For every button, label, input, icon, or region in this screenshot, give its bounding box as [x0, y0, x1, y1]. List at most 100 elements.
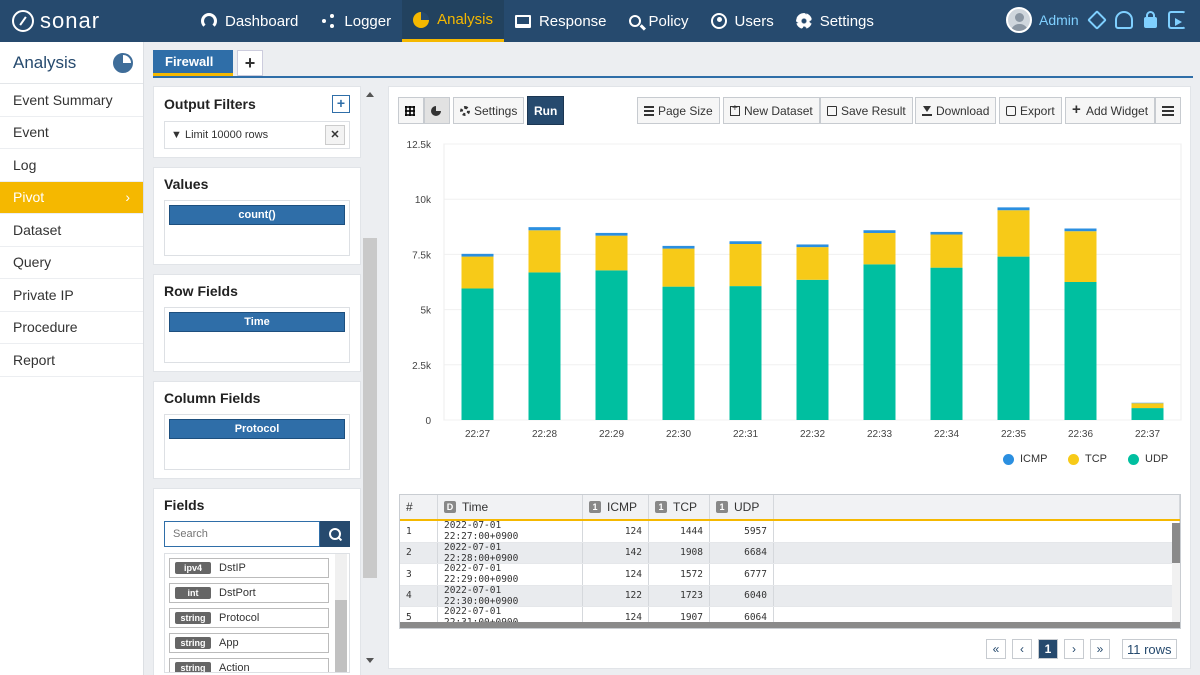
tab-firewall[interactable]: Firewall	[153, 50, 233, 76]
sidebar-item-event-summary[interactable]: Event Summary	[0, 84, 143, 117]
table-vertical-scrollbar[interactable]	[1172, 523, 1180, 623]
search-button[interactable]	[320, 521, 350, 547]
add-filter-button[interactable]: +	[332, 95, 350, 113]
sonar-logo[interactable]: sonar	[12, 8, 100, 34]
column-header-icmp[interactable]: 1 ICMP	[583, 495, 649, 519]
logout-icon[interactable]	[1167, 11, 1186, 29]
bar-tcp-2237[interactable]	[1131, 403, 1164, 409]
next-page-button[interactable]: ›	[1064, 639, 1084, 659]
bar-icmp-2232[interactable]	[796, 244, 829, 248]
bar-icmp-2227[interactable]	[461, 253, 494, 257]
bar-udp-2237[interactable]	[1131, 408, 1164, 420]
column-fields-dropzone[interactable]: Protocol	[164, 414, 350, 470]
bar-udp-2235[interactable]	[997, 256, 1030, 420]
settings-button[interactable]: Settings	[453, 97, 525, 124]
sidebar-item-query[interactable]: Query	[0, 247, 143, 279]
table-row[interactable]: 4 2022-07-01 22:30:00+0900 122 1723 6040	[400, 585, 1180, 607]
legend-item-icmp[interactable]: ICMP	[1003, 453, 1048, 465]
export-button[interactable]: Export	[999, 97, 1062, 124]
bar-tcp-2235[interactable]	[997, 210, 1030, 257]
scroll-up-icon[interactable]	[366, 92, 374, 97]
bar-icmp-2230[interactable]	[662, 245, 695, 249]
prev-page-button[interactable]: ‹	[1012, 639, 1032, 659]
values-dropzone[interactable]: count()	[164, 200, 350, 256]
bar-tcp-2234[interactable]	[930, 234, 963, 268]
bar-icmp-2235[interactable]	[997, 207, 1030, 211]
person-icon[interactable]	[1114, 11, 1133, 29]
value-chip[interactable]: count()	[169, 205, 345, 225]
nav-logger[interactable]: Logger	[309, 0, 402, 42]
row-fields-dropzone[interactable]: Time	[164, 307, 350, 363]
bar-tcp-2228[interactable]	[528, 230, 561, 273]
bar-udp-2236[interactable]	[1064, 282, 1097, 420]
run-button[interactable]: Run	[527, 96, 565, 125]
bar-icmp-2233[interactable]	[863, 230, 896, 233]
column-header-index[interactable]: #	[400, 495, 438, 519]
table-horizontal-scrollbar[interactable]	[400, 622, 1180, 628]
remove-filter-button[interactable]: ✕	[325, 125, 345, 145]
bar-tcp-2232[interactable]	[796, 247, 829, 280]
chart-view-button[interactable]	[424, 97, 450, 124]
nav-policy[interactable]: Policy	[618, 0, 700, 42]
bar-udp-2227[interactable]	[461, 288, 494, 420]
new-dataset-button[interactable]: New Dataset	[723, 97, 820, 124]
first-page-button[interactable]: «	[986, 639, 1006, 659]
bar-tcp-2229[interactable]	[595, 235, 628, 271]
field-item[interactable]: string App	[169, 633, 329, 653]
column-header-time[interactable]: D Time	[438, 495, 583, 519]
menu-button[interactable]	[1155, 97, 1181, 124]
bar-udp-2233[interactable]	[863, 264, 896, 420]
field-search-input[interactable]	[164, 521, 320, 547]
field-item[interactable]: string Protocol	[169, 608, 329, 628]
last-page-button[interactable]: »	[1090, 639, 1110, 659]
field-item[interactable]: ipv4 DstIP	[169, 558, 329, 578]
bar-tcp-2227[interactable]	[461, 256, 494, 289]
bar-udp-2231[interactable]	[729, 286, 762, 420]
sidebar-item-log[interactable]: Log	[0, 149, 143, 182]
grid-view-button[interactable]	[398, 97, 424, 124]
bar-udp-2229[interactable]	[595, 270, 628, 420]
column-field-chip[interactable]: Protocol	[169, 419, 345, 439]
legend-item-udp[interactable]: UDP	[1128, 453, 1168, 465]
legend-item-tcp[interactable]: TCP	[1068, 453, 1107, 465]
table-row[interactable]: 1 2022-07-01 22:27:00+0900 124 1444 5957	[400, 520, 1180, 543]
bar-icmp-2231[interactable]	[729, 241, 762, 245]
user-name[interactable]: Admin	[1039, 12, 1079, 28]
bar-icmp-2229[interactable]	[595, 232, 628, 236]
nav-analysis[interactable]: Analysis	[402, 0, 504, 42]
sidebar-item-private-ip[interactable]: Private IP	[0, 279, 143, 312]
sidebar-item-report[interactable]: Report	[0, 344, 143, 377]
current-page-button[interactable]: 1	[1038, 639, 1058, 659]
page-size-button[interactable]: Page Size	[637, 97, 720, 124]
download-button[interactable]: Download	[915, 97, 997, 124]
avatar[interactable]	[1006, 7, 1032, 33]
table-row[interactable]: 2 2022-07-01 22:28:00+0900 142 1908 6684	[400, 542, 1180, 564]
column-header-tcp[interactable]: 1 TCP	[649, 495, 710, 519]
config-scrollbar[interactable]	[363, 86, 377, 675]
lock-icon[interactable]	[1143, 11, 1157, 28]
bar-udp-2234[interactable]	[930, 267, 963, 420]
nav-settings[interactable]: Settings	[785, 0, 885, 42]
field-list-scrollbar[interactable]	[335, 554, 347, 672]
bar-tcp-2233[interactable]	[863, 232, 896, 265]
bar-tcp-2236[interactable]	[1064, 231, 1097, 282]
bar-udp-2228[interactable]	[528, 272, 561, 420]
sidebar-item-pivot[interactable]: Pivot ›	[0, 181, 143, 214]
bar-icmp-2236[interactable]	[1064, 228, 1097, 232]
save-result-button[interactable]: Save Result	[820, 97, 913, 124]
nav-dashboard[interactable]: Dashboard	[190, 0, 309, 42]
column-header-udp[interactable]: 1 UDP	[710, 495, 774, 519]
field-item[interactable]: int DstPort	[169, 583, 329, 603]
field-item[interactable]: string Action	[169, 658, 329, 672]
table-row[interactable]: 3 2022-07-01 22:29:00+0900 124 1572 6777	[400, 563, 1180, 586]
bar-tcp-2230[interactable]	[662, 248, 695, 287]
sidebar-item-dataset[interactable]: Dataset	[0, 214, 143, 247]
sidebar-item-procedure[interactable]: Procedure	[0, 312, 143, 344]
row-field-chip[interactable]: Time	[169, 312, 345, 332]
add-tab-button[interactable]: +	[237, 50, 263, 76]
bar-udp-2230[interactable]	[662, 286, 695, 420]
bar-udp-2232[interactable]	[796, 279, 829, 420]
bar-icmp-2234[interactable]	[930, 231, 963, 235]
scroll-down-icon[interactable]	[366, 658, 374, 663]
bar-icmp-2228[interactable]	[528, 227, 561, 231]
